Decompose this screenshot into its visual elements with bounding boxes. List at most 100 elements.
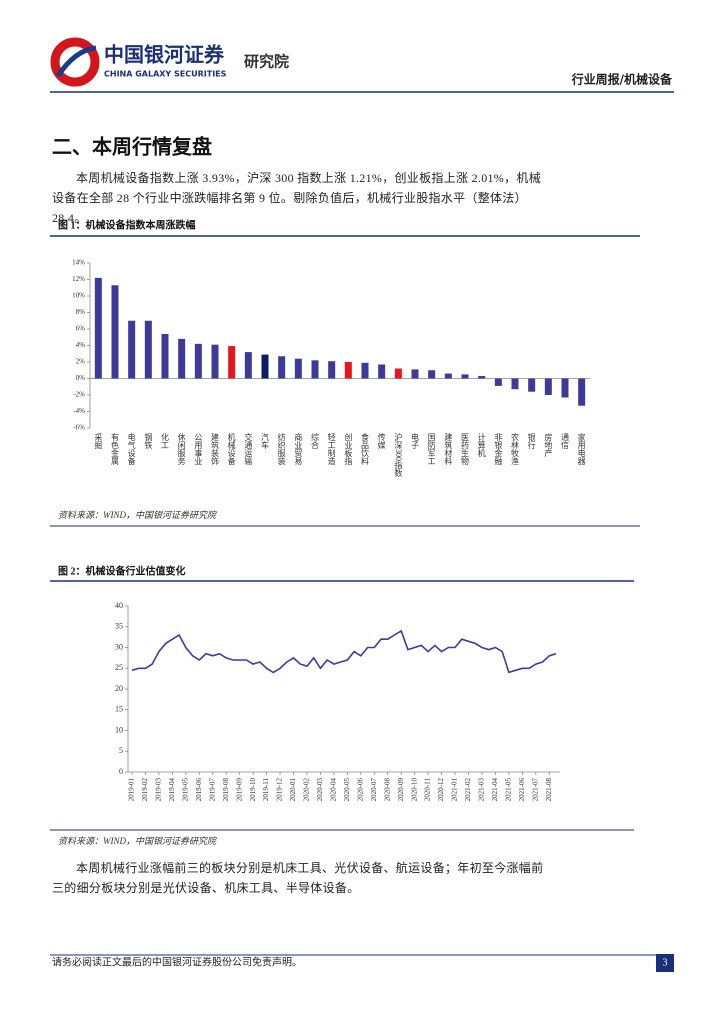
logo bbox=[50, 37, 100, 87]
brand-en: CHINA GALAXY SECURITIES bbox=[104, 70, 227, 79]
x-tick-label: 2021-06 bbox=[518, 778, 526, 802]
disclaimer: 请务必阅读正文最后的中国银河证券股份公司免责声明。 bbox=[52, 955, 302, 968]
figure-source: 资料来源：WIND，中国银河证券研究院 bbox=[58, 836, 218, 846]
bar bbox=[578, 378, 586, 406]
x-tick-label: 非银金融 bbox=[494, 432, 503, 466]
x-tick-label: 有色金属 bbox=[111, 432, 120, 466]
x-tick-label: 家用电器 bbox=[577, 432, 586, 466]
y-tick-label: 4% bbox=[76, 341, 86, 349]
y-tick-label: 14% bbox=[72, 259, 85, 267]
x-tick-label: 2021-08 bbox=[545, 778, 553, 802]
x-tick-label: 休闲服务 bbox=[177, 432, 186, 466]
x-tick-label: 2019-09 bbox=[235, 778, 243, 802]
x-tick-label: 商业贸易 bbox=[294, 432, 303, 466]
x-tick-label: 机械设备 bbox=[227, 432, 236, 466]
paragraph: 本周机械设备指数上涨 3.93%，沪深 300 指数上涨 1.21%，创业板指上… bbox=[52, 171, 541, 225]
x-tick-label: 2019-12 bbox=[276, 778, 284, 802]
bar bbox=[161, 333, 169, 379]
x-tick-label: 农林牧渔 bbox=[511, 432, 520, 465]
bar bbox=[211, 344, 219, 379]
x-tick-label: 2020-01 bbox=[289, 778, 297, 802]
x-tick-label: 通信 bbox=[561, 432, 570, 450]
y-tick-label: 12% bbox=[72, 275, 85, 283]
y-tick-label: 2% bbox=[76, 358, 86, 366]
section-title: 二、本周行情复盘 bbox=[52, 135, 212, 159]
x-tick-label: 2019-10 bbox=[249, 778, 257, 802]
bar bbox=[328, 361, 336, 379]
x-tick-label: 国防军工 bbox=[427, 433, 436, 465]
bar bbox=[444, 373, 452, 379]
page-box bbox=[656, 954, 674, 972]
y-tick-label: 8% bbox=[76, 308, 86, 316]
x-tick-label: 创业板指 bbox=[344, 432, 353, 466]
bar bbox=[111, 285, 119, 379]
y-tick-label: 0 bbox=[119, 767, 123, 776]
bar bbox=[394, 368, 402, 379]
x-tick-label: 2021-04 bbox=[491, 778, 499, 802]
x-tick-label: 2020-10 bbox=[410, 778, 418, 802]
figure-caption: 图 1：机械设备指数本周涨跌幅 bbox=[58, 218, 196, 231]
report-type: 行业周报/机械设备 bbox=[571, 72, 673, 87]
brand-cn: 中国银河证券 bbox=[104, 43, 225, 67]
y-tick-label: 25 bbox=[115, 663, 123, 672]
x-tick-label: 电子 bbox=[411, 432, 420, 449]
x-tick-label: 2021-05 bbox=[504, 778, 512, 802]
x-tick-label: 2021-01 bbox=[451, 778, 459, 802]
x-tick-label: 沪深300指数 bbox=[394, 432, 403, 478]
bar bbox=[311, 360, 319, 379]
x-tick-label: 传媒 bbox=[377, 432, 386, 450]
x-tick-label: 2021-03 bbox=[478, 778, 486, 802]
x-tick-label: 2019-06 bbox=[195, 778, 203, 802]
x-tick-label: 银行 bbox=[527, 432, 536, 450]
bar bbox=[228, 346, 236, 379]
x-tick-label: 房地产 bbox=[544, 432, 553, 458]
figure-source: 资料来源：WIND，中国银河证券研究院 bbox=[58, 510, 218, 520]
x-tick-label: 2020-02 bbox=[303, 778, 311, 802]
y-tick-label: 5 bbox=[119, 746, 123, 755]
y-tick-label: 6% bbox=[76, 325, 86, 333]
bar bbox=[478, 376, 486, 379]
x-tick-label: 2020-09 bbox=[397, 778, 405, 802]
figure-caption: 图 2：机械设备行业估值变化 bbox=[58, 564, 186, 577]
y-tick-label: 10% bbox=[72, 292, 85, 300]
x-tick-label: 2020-07 bbox=[370, 778, 378, 802]
y-tick-label: -6% bbox=[73, 424, 85, 432]
x-tick-label: 2019-04 bbox=[168, 778, 176, 802]
x-tick-label: 钢铁 bbox=[144, 432, 153, 450]
x-tick-label: 2020-03 bbox=[316, 778, 324, 802]
bar bbox=[194, 343, 202, 379]
x-tick-label: 2021-07 bbox=[531, 778, 539, 802]
bar bbox=[411, 369, 419, 379]
x-tick-label: 2019-05 bbox=[181, 778, 189, 802]
bar bbox=[544, 378, 552, 395]
x-tick-label: 汽车 bbox=[261, 432, 270, 450]
bar bbox=[361, 362, 369, 379]
x-tick-label: 化工 bbox=[161, 432, 170, 449]
bar bbox=[94, 277, 102, 379]
bar bbox=[294, 358, 302, 379]
bar bbox=[344, 361, 352, 379]
x-tick-label: 计算机 bbox=[477, 432, 486, 458]
page-number: 3 bbox=[663, 957, 668, 968]
bar bbox=[144, 320, 152, 379]
y-tick-label: 15 bbox=[115, 705, 123, 714]
x-tick-label: 2020-11 bbox=[424, 778, 432, 802]
x-tick-label: 轻工制造 bbox=[327, 432, 336, 466]
x-tick-label: 2019-01 bbox=[128, 778, 136, 802]
bar bbox=[278, 356, 286, 379]
x-tick-label: 交通运输 bbox=[244, 432, 253, 466]
x-tick-label: 2019-02 bbox=[141, 778, 149, 802]
x-tick-label: 2019-08 bbox=[222, 778, 230, 802]
y-tick-label: -2% bbox=[73, 391, 85, 399]
line bbox=[131, 629, 557, 674]
y-tick-label: 20 bbox=[115, 684, 123, 693]
x-tick-label: 2020-08 bbox=[383, 778, 391, 802]
x-tick-label: 2020-04 bbox=[330, 778, 338, 802]
bar bbox=[178, 338, 186, 379]
x-tick-label: 2019-07 bbox=[208, 778, 216, 802]
x-tick-label: 纺织服装 bbox=[277, 432, 286, 466]
bar bbox=[244, 352, 252, 379]
bar bbox=[128, 320, 136, 379]
